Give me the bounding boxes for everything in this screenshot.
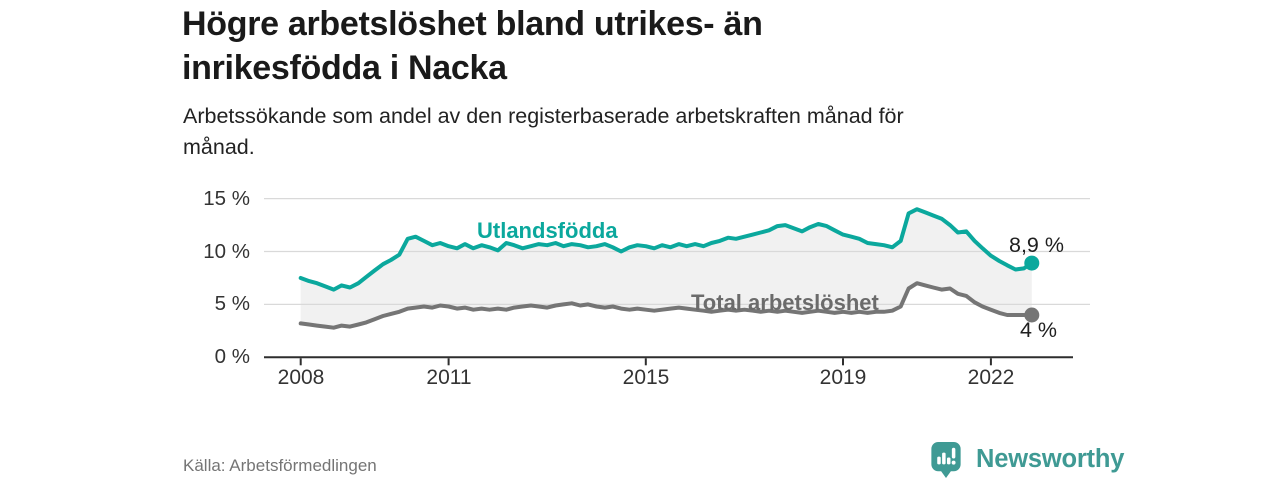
newsworthy-bar-chart-bubble-icon <box>931 441 961 479</box>
series-line-total <box>298 281 1034 330</box>
between-series-band <box>300 209 1032 328</box>
newsworthy-wordmark: Newsworthy <box>976 445 1125 473</box>
series-label-total-arbetsloshet: Total arbetslöshet <box>691 290 879 315</box>
y-axis-tick-5: 5 % <box>214 292 250 315</box>
chart-title: Högre arbetslöshet bland utrikes- än inr… <box>182 5 763 88</box>
source-note: Källa: Arbetsförmedlingen <box>183 456 377 475</box>
series-end-dot-utlandsfodda <box>1024 255 1040 271</box>
end-value-utlandsfodda: 8,9 % <box>1009 233 1064 257</box>
x-axis-tick-2011: 2011 <box>426 366 472 389</box>
x-axis-tick-2022: 2022 <box>967 366 1015 389</box>
series-end-dot-total <box>1024 307 1040 323</box>
chart-subtitle: Arbetssökande som andel av den registerb… <box>183 104 904 159</box>
end-value-total: 4 % <box>1020 318 1058 342</box>
y-axis-tick-10: 10 % <box>203 240 250 263</box>
x-axis-tick-2015: 2015 <box>622 366 670 389</box>
series-line-utlandsfodda <box>298 207 1034 292</box>
y-axis-tick-0: 0 % <box>214 345 250 368</box>
series-label-utlandsfodda: Utlandsfödda <box>477 218 618 243</box>
y-axis-tick-15: 15 % <box>203 187 250 210</box>
x-axis-tick-2008: 2008 <box>277 366 325 389</box>
x-axis-tick-2019: 2019 <box>819 366 867 389</box>
newsworthy-logo: Newsworthy <box>929 440 1124 479</box>
